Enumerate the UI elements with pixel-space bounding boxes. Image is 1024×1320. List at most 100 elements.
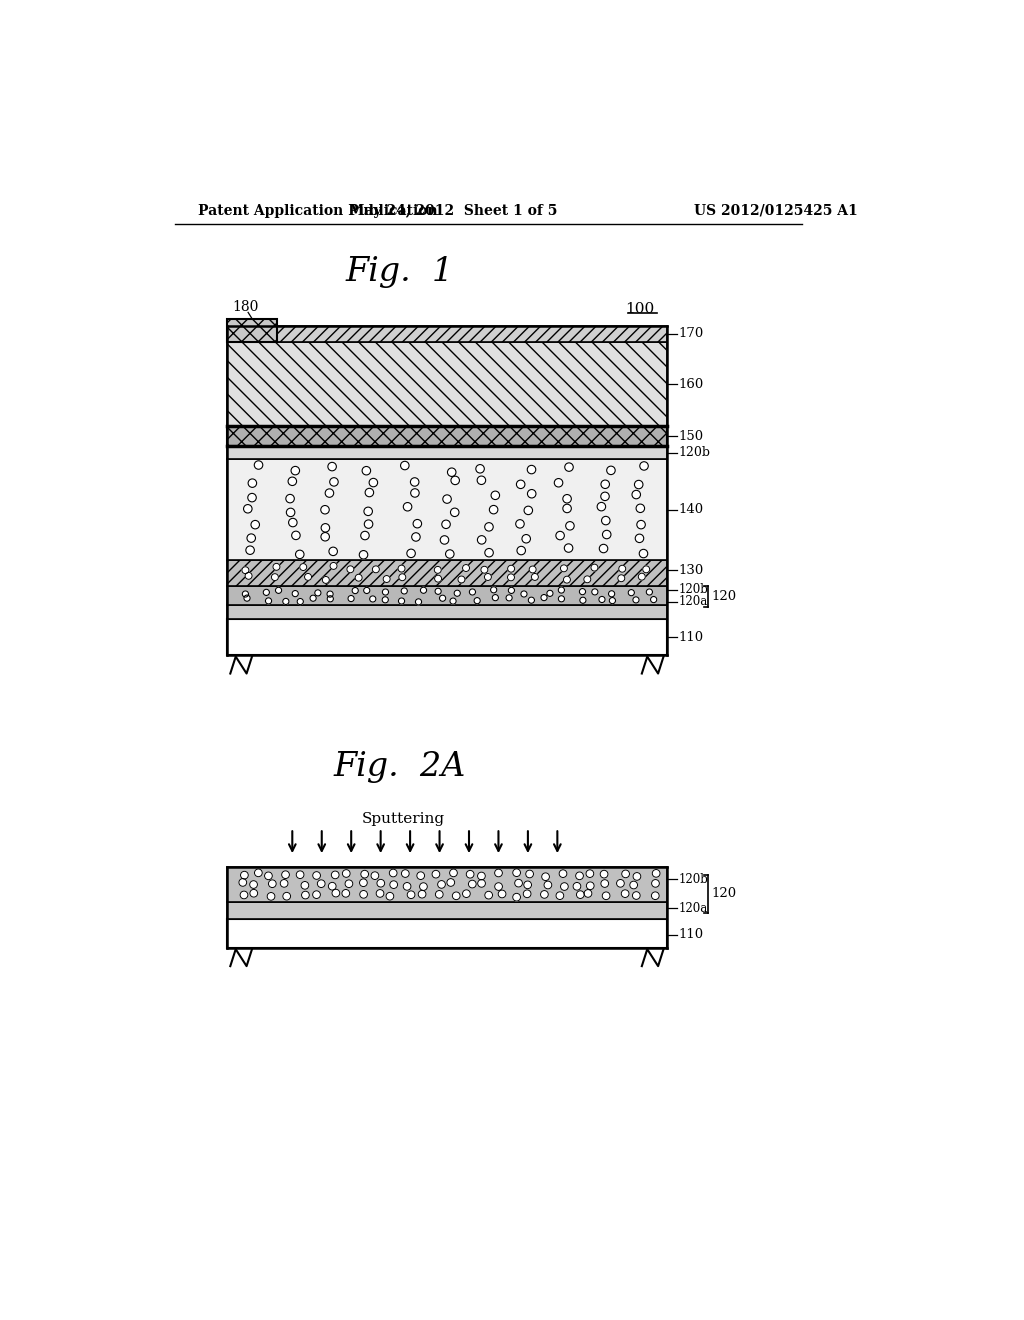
- Circle shape: [362, 466, 371, 475]
- Circle shape: [477, 477, 485, 484]
- Circle shape: [622, 890, 629, 898]
- Circle shape: [495, 869, 503, 876]
- Circle shape: [556, 892, 564, 899]
- Bar: [227, 426, 667, 446]
- Circle shape: [591, 564, 598, 572]
- Circle shape: [587, 882, 594, 890]
- Circle shape: [580, 589, 586, 595]
- Circle shape: [271, 574, 279, 581]
- Circle shape: [586, 870, 594, 878]
- Circle shape: [513, 869, 520, 876]
- Circle shape: [282, 871, 290, 879]
- Circle shape: [558, 587, 564, 593]
- Text: 120b: 120b: [678, 446, 711, 459]
- Circle shape: [474, 598, 480, 603]
- Circle shape: [652, 870, 660, 878]
- Circle shape: [577, 891, 585, 899]
- Circle shape: [542, 873, 550, 880]
- Circle shape: [592, 589, 598, 595]
- Circle shape: [327, 591, 333, 597]
- Circle shape: [651, 879, 659, 887]
- Bar: [227, 342, 667, 426]
- Circle shape: [241, 871, 248, 879]
- Text: 120: 120: [712, 590, 736, 603]
- Circle shape: [328, 462, 336, 471]
- Circle shape: [451, 477, 460, 484]
- Circle shape: [508, 565, 515, 572]
- Text: 170: 170: [678, 327, 703, 341]
- Circle shape: [342, 870, 350, 878]
- Circle shape: [489, 506, 498, 513]
- Circle shape: [255, 869, 262, 876]
- Circle shape: [435, 589, 441, 594]
- Bar: [227, 619, 667, 655]
- Circle shape: [283, 598, 289, 605]
- Circle shape: [544, 882, 552, 888]
- Circle shape: [296, 871, 304, 879]
- Circle shape: [239, 879, 247, 886]
- Circle shape: [439, 595, 445, 602]
- Circle shape: [635, 480, 643, 488]
- Circle shape: [601, 480, 609, 488]
- Circle shape: [524, 506, 532, 515]
- Circle shape: [523, 880, 531, 888]
- Circle shape: [250, 890, 258, 898]
- Circle shape: [400, 461, 409, 470]
- Circle shape: [420, 883, 427, 891]
- Circle shape: [376, 890, 384, 898]
- Bar: [227, 446, 667, 459]
- Circle shape: [564, 544, 572, 552]
- Circle shape: [601, 492, 609, 500]
- Circle shape: [495, 883, 503, 891]
- Circle shape: [301, 891, 309, 899]
- Circle shape: [407, 549, 416, 557]
- Circle shape: [565, 521, 574, 531]
- Text: 130: 130: [678, 564, 703, 577]
- Circle shape: [541, 594, 547, 601]
- Circle shape: [599, 544, 608, 553]
- Circle shape: [554, 479, 563, 487]
- Bar: [227, 867, 667, 903]
- Circle shape: [477, 536, 486, 544]
- Circle shape: [646, 589, 652, 595]
- Text: 120b: 120b: [678, 583, 709, 597]
- Circle shape: [359, 879, 368, 887]
- Circle shape: [390, 880, 397, 888]
- Circle shape: [330, 478, 338, 486]
- Circle shape: [244, 595, 250, 601]
- Circle shape: [312, 871, 321, 879]
- Circle shape: [547, 590, 553, 597]
- Circle shape: [366, 488, 374, 496]
- Circle shape: [416, 599, 422, 605]
- Circle shape: [516, 480, 525, 488]
- Circle shape: [300, 564, 307, 570]
- Text: 120: 120: [712, 887, 736, 900]
- Circle shape: [523, 890, 531, 898]
- Circle shape: [418, 891, 426, 898]
- Circle shape: [365, 520, 373, 528]
- Circle shape: [377, 879, 385, 887]
- Circle shape: [398, 598, 404, 605]
- Circle shape: [563, 577, 570, 583]
- Circle shape: [352, 587, 358, 594]
- Circle shape: [441, 520, 451, 528]
- Circle shape: [345, 880, 353, 887]
- Circle shape: [411, 488, 419, 498]
- Circle shape: [651, 892, 659, 899]
- Circle shape: [447, 469, 456, 477]
- Circle shape: [398, 565, 406, 572]
- Circle shape: [633, 873, 641, 880]
- Circle shape: [292, 531, 300, 540]
- Circle shape: [528, 597, 535, 603]
- Circle shape: [364, 587, 370, 594]
- Circle shape: [389, 869, 397, 876]
- Circle shape: [283, 892, 291, 900]
- Circle shape: [250, 880, 257, 888]
- Circle shape: [321, 532, 330, 541]
- Circle shape: [246, 546, 254, 554]
- Circle shape: [481, 566, 487, 573]
- Bar: [227, 426, 667, 446]
- Circle shape: [359, 891, 368, 898]
- Circle shape: [597, 503, 605, 511]
- Circle shape: [529, 566, 537, 573]
